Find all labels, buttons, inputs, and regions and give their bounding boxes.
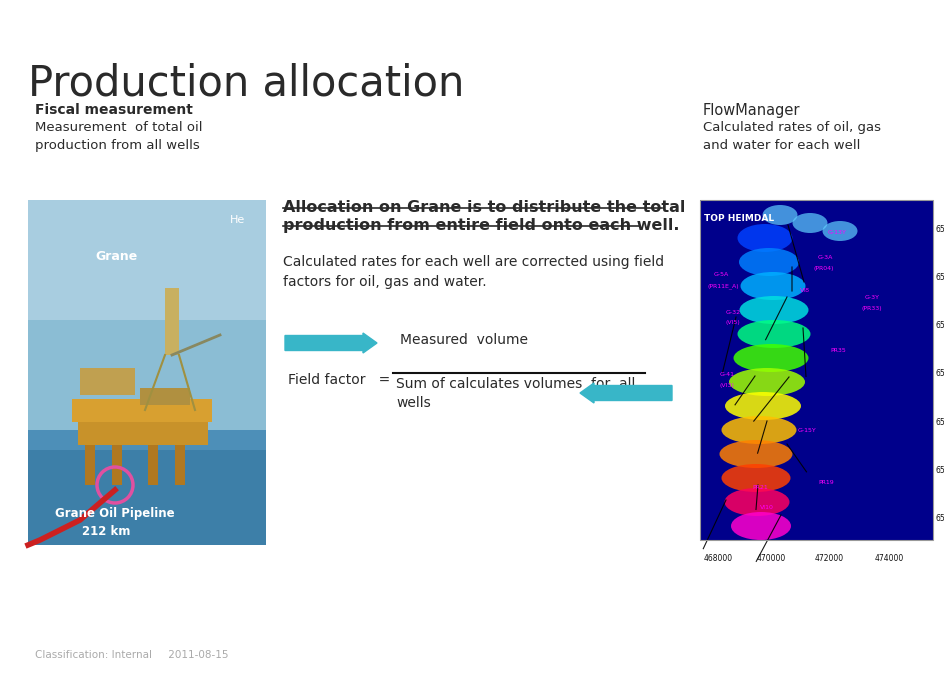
Text: (VI5): (VI5) — [725, 320, 740, 325]
Text: G-41: G-41 — [719, 372, 734, 377]
Ellipse shape — [762, 205, 797, 225]
Bar — [175, 445, 185, 485]
Bar — [700, 200, 932, 540]
Ellipse shape — [738, 248, 799, 276]
Ellipse shape — [724, 488, 788, 516]
Bar — [85, 445, 95, 485]
Bar — [140, 388, 190, 405]
Text: 6560000: 6560000 — [934, 321, 944, 330]
Ellipse shape — [718, 440, 792, 468]
Text: G-3A: G-3A — [818, 255, 833, 260]
Text: VI8: VI8 — [800, 288, 809, 293]
Bar — [112, 445, 122, 485]
Text: production from entire field onto each well.: production from entire field onto each w… — [282, 218, 679, 233]
Text: 212 km: 212 km — [82, 525, 130, 538]
Text: (PR11E_A): (PR11E_A) — [707, 283, 739, 289]
Text: Grane: Grane — [95, 250, 137, 263]
Text: G-15Y: G-15Y — [797, 428, 816, 433]
Bar — [165, 288, 178, 355]
Text: PR35: PR35 — [829, 348, 845, 353]
Text: 470000: 470000 — [756, 554, 785, 563]
Text: 468000: 468000 — [703, 554, 733, 563]
Bar — [28, 430, 265, 450]
Ellipse shape — [720, 464, 790, 492]
Text: 6554000: 6554000 — [934, 466, 944, 475]
Ellipse shape — [724, 392, 801, 420]
FancyArrow shape — [285, 333, 377, 353]
Bar — [28, 435, 265, 545]
Ellipse shape — [739, 296, 808, 324]
Text: 472000: 472000 — [814, 554, 843, 563]
Text: 474000: 474000 — [874, 554, 903, 563]
Bar — [28, 200, 265, 320]
Text: Field factor   =: Field factor = — [288, 373, 390, 387]
Text: Production allocation: Production allocation — [28, 62, 464, 104]
Ellipse shape — [736, 320, 810, 348]
Text: Grane Oil Pipeline: Grane Oil Pipeline — [55, 507, 175, 520]
Text: TOP HEIMDAL: TOP HEIMDAL — [703, 214, 773, 223]
FancyArrow shape — [580, 383, 671, 403]
Ellipse shape — [731, 512, 790, 540]
Text: PR19: PR19 — [818, 480, 833, 485]
Bar — [72, 399, 211, 422]
Bar — [28, 200, 265, 545]
Text: G-13Y: G-13Y — [827, 230, 846, 235]
Text: Measured  volume: Measured volume — [399, 333, 528, 347]
Text: 6556000: 6556000 — [934, 418, 944, 427]
Text: (VI3): (VI3) — [719, 383, 734, 388]
Text: Sum of calculates volumes  for  all
wells: Sum of calculates volumes for all wells — [396, 377, 634, 410]
Text: Allocation on Grane is to distribute the total: Allocation on Grane is to distribute the… — [282, 200, 684, 215]
Ellipse shape — [720, 416, 796, 444]
Ellipse shape — [792, 213, 827, 233]
Text: Measurement  of total oil
production from all wells: Measurement of total oil production from… — [35, 121, 202, 152]
Bar — [78, 417, 208, 445]
Text: (PR33): (PR33) — [861, 306, 882, 311]
Bar — [148, 445, 158, 485]
Text: PR21: PR21 — [751, 485, 767, 490]
Ellipse shape — [733, 344, 808, 372]
Text: Calculated rates of oil, gas
and water for each well: Calculated rates of oil, gas and water f… — [702, 121, 880, 152]
Ellipse shape — [740, 272, 804, 300]
Bar — [700, 200, 932, 540]
Text: (PR04): (PR04) — [812, 266, 833, 271]
Bar — [80, 368, 135, 395]
Ellipse shape — [821, 221, 856, 241]
Text: G-3Y: G-3Y — [864, 295, 879, 300]
Text: G-32: G-32 — [725, 310, 740, 315]
Text: Classification: Internal     2011-08-15: Classification: Internal 2011-08-15 — [35, 650, 228, 660]
Text: Fiscal measurement: Fiscal measurement — [35, 103, 193, 117]
Text: He: He — [229, 215, 245, 225]
Text: FlowManager: FlowManager — [702, 103, 800, 118]
Ellipse shape — [728, 368, 804, 396]
Text: 6564000: 6564000 — [934, 225, 944, 234]
Ellipse shape — [736, 224, 792, 252]
Text: VI10: VI10 — [759, 505, 773, 510]
Text: G-5A: G-5A — [714, 272, 729, 277]
Text: 6558000: 6558000 — [934, 369, 944, 378]
Text: 6552000: 6552000 — [934, 514, 944, 523]
Text: Calculated rates for each well are corrected using field
factors for oil, gas an: Calculated rates for each well are corre… — [282, 255, 664, 289]
Text: 6562000: 6562000 — [934, 273, 944, 282]
